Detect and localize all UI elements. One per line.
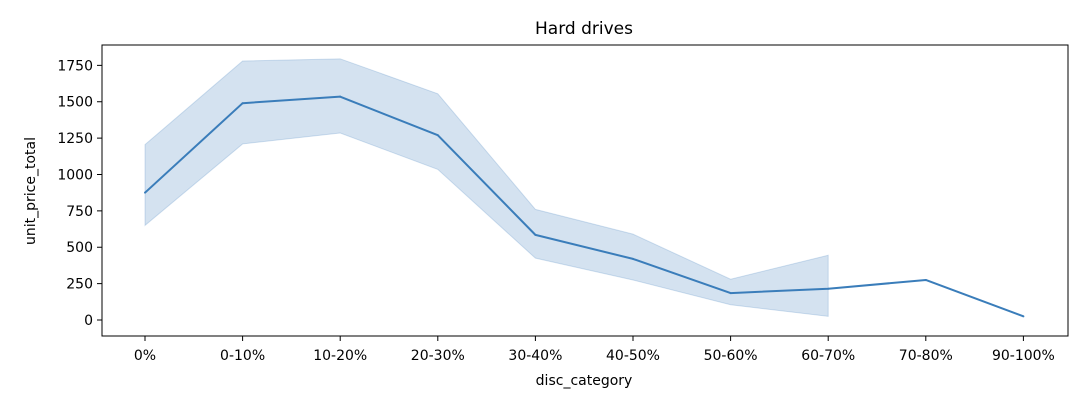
x-tick-label: 0%: [134, 348, 156, 364]
y-tick-label: 250: [66, 277, 93, 293]
x-tick-label: 60-70%: [801, 348, 855, 364]
data-point: [924, 278, 927, 281]
series-line: [144, 95, 1024, 318]
x-tick-label: 50-60%: [704, 348, 758, 364]
x-tick-label: 70-80%: [899, 348, 953, 364]
data-point: [339, 95, 342, 98]
y-tick-label: 1250: [57, 131, 93, 147]
data-point: [144, 191, 146, 194]
y-tick-label: 750: [66, 204, 93, 220]
y-axis-label: unit_price_total: [23, 137, 39, 245]
plot-area: [144, 58, 1025, 318]
x-tick-label: 40-50%: [606, 348, 660, 364]
data-point: [1022, 315, 1025, 318]
plot-frame: [101, 44, 1069, 337]
data-point: [534, 233, 537, 236]
y-tick-label: 1500: [57, 95, 93, 111]
confidence-band: [144, 58, 829, 317]
x-tick-label: 90-100%: [992, 348, 1055, 364]
y-axis: 0 250 500 750 1000 1250 1500 1750: [57, 58, 102, 329]
chart-title: Hard drives: [535, 19, 633, 39]
x-tick-label: 10-20%: [313, 348, 367, 364]
x-tick-label: 30-40%: [508, 348, 562, 364]
data-point: [827, 287, 830, 290]
y-tick-label: 0: [84, 313, 93, 329]
data-point: [632, 257, 634, 260]
y-tick-label: 1000: [57, 167, 93, 183]
y-tick-label: 500: [66, 240, 93, 256]
data-point: [241, 102, 244, 105]
x-axis: 0% 0-10% 10-20% 20-30% 30-40% 40-50% 50-60% 60-…: [134, 336, 1055, 364]
x-tick-label: 20-30%: [411, 348, 465, 364]
data-point: [436, 134, 439, 137]
y-tick-label: 1750: [57, 58, 93, 74]
x-axis-label: disc_category: [536, 373, 633, 389]
x-tick-label: 0-10%: [220, 348, 265, 364]
data-point: [729, 292, 732, 295]
